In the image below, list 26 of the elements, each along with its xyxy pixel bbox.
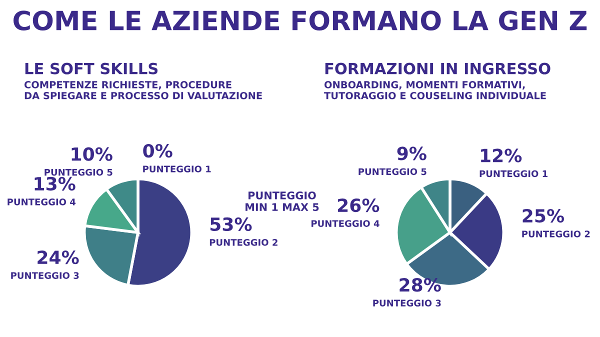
data-label: 12% xyxy=(481,148,522,162)
text: COME LE AZIENDE FORMANO LA GEN Z xyxy=(14,10,587,31)
chart-title: LE SOFT SKILLS xyxy=(25,62,158,74)
chart-title: FORMAZIONI IN INGRESSO xyxy=(325,62,550,74)
slice-label: PUNTEGGIO 4 xyxy=(312,220,380,227)
data-label: 53% xyxy=(210,217,252,232)
text: PUNTEGGIO MIN 1 MAX 5 xyxy=(246,192,319,212)
slice-label: PUNTEGGIO 2 xyxy=(522,230,590,238)
slice-label: PUNTEGGIO 2 xyxy=(210,239,278,246)
data-label: 9% xyxy=(397,146,426,160)
slice-label: PUNTEGGIO 5 xyxy=(44,168,112,176)
chart-subtitle: ONBOARDING, MOMENTI FORMATIVI, TUTORAGGIO E COUSELING INDIVIDUALE xyxy=(324,81,546,100)
slice-label: PUNTEGGIO 3 xyxy=(11,272,79,279)
text: 0% xyxy=(143,144,172,158)
category-label: PUNTEGGIO 1 xyxy=(143,166,211,172)
slice-label: PUNTEGGIO 1 xyxy=(480,170,548,178)
data-label: 24% xyxy=(38,250,79,264)
data-label: 28% xyxy=(400,278,441,292)
data-label: 10% xyxy=(72,147,112,161)
chart-subtitle: COMPETENZE RICHIESTE, PROCEDURE DA SPIEGARE E PROCESSO DI VALUTAZIONE xyxy=(24,81,262,100)
slice-label: PUNTEGGIO 3 xyxy=(373,300,441,306)
slice-label: PUNTEGGIO 4 xyxy=(8,198,76,206)
data-label: 25% xyxy=(522,208,564,223)
data-label: 13% xyxy=(34,176,76,191)
slice-label: PUNTEGGIO 5 xyxy=(358,168,426,176)
data-label: 26% xyxy=(338,198,380,212)
